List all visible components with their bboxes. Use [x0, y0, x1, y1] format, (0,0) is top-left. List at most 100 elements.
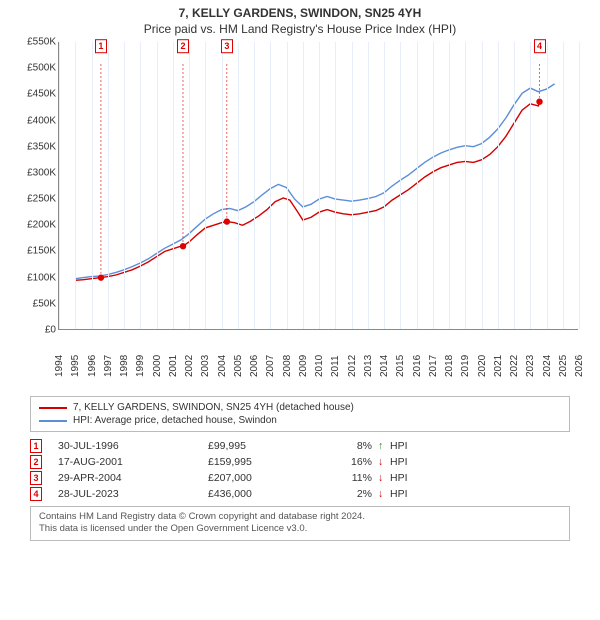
gridline	[108, 42, 109, 329]
y-tick-label: £200K	[10, 220, 56, 231]
y-tick-label: £0	[10, 325, 56, 336]
x-tick-label: 2006	[249, 355, 260, 377]
sale-index-box: 2	[30, 455, 58, 469]
sale-index-box: 4	[30, 487, 58, 501]
sale-date: 30-JUL-1996	[58, 440, 208, 452]
sale-marker-dot	[536, 98, 542, 104]
sale-price: £159,995	[208, 456, 318, 468]
gridline	[530, 42, 531, 329]
gridline	[579, 42, 580, 329]
gridline	[92, 42, 93, 329]
gridline	[157, 42, 158, 329]
gridline	[384, 42, 385, 329]
y-tick-label: £300K	[10, 167, 56, 178]
x-tick-label: 2011	[330, 355, 341, 377]
legend-row: HPI: Average price, detached house, Swin…	[39, 414, 561, 427]
title-address: 7, KELLY GARDENS, SWINDON, SN25 4YH	[0, 6, 600, 20]
x-tick-label: 1994	[54, 355, 65, 377]
sale-marker-box: 3	[221, 39, 233, 53]
legend-row: 7, KELLY GARDENS, SWINDON, SN25 4YH (det…	[39, 401, 561, 414]
sale-price: £207,000	[208, 472, 318, 484]
x-tick-label: 2010	[314, 355, 325, 377]
x-tick-label: 2015	[395, 355, 406, 377]
x-tick-label: 2013	[363, 355, 374, 377]
x-tick-label: 2016	[412, 355, 423, 377]
x-tick-label: 2002	[184, 355, 195, 377]
gridline	[400, 42, 401, 329]
arrow-down-icon: ↓	[378, 472, 390, 484]
x-tick-label: 2014	[379, 355, 390, 377]
x-tick-label: 2001	[168, 355, 179, 377]
sale-pct: 11%	[318, 472, 378, 484]
hpi-line	[75, 84, 554, 279]
x-tick-label: 2005	[233, 355, 244, 377]
x-tick-label: 2004	[217, 355, 228, 377]
y-tick-label: £550K	[10, 37, 56, 48]
sale-price: £99,995	[208, 440, 318, 452]
plot-area: 1234	[58, 42, 578, 330]
sale-pct: 16%	[318, 456, 378, 468]
gridline	[547, 42, 548, 329]
sale-index-box: 1	[30, 439, 58, 453]
y-tick-label: £150K	[10, 246, 56, 257]
x-tick-label: 2021	[493, 355, 504, 377]
gridline	[124, 42, 125, 329]
chart: £0£50K£100K£150K£200K£250K£300K£350K£400…	[10, 42, 590, 362]
y-tick-label: £400K	[10, 115, 56, 126]
title-block: 7, KELLY GARDENS, SWINDON, SN25 4YH Pric…	[0, 0, 600, 38]
x-tick-label: 1996	[87, 355, 98, 377]
gridline	[335, 42, 336, 329]
x-tick-label: 2025	[558, 355, 569, 377]
sale-row: 329-APR-2004£207,00011%↓HPI	[30, 470, 570, 486]
gridline	[287, 42, 288, 329]
arrow-up-icon: ↑	[378, 440, 390, 452]
x-tick-label: 1997	[103, 355, 114, 377]
gridline	[417, 42, 418, 329]
arrow-down-icon: ↓	[378, 488, 390, 500]
gridline	[59, 42, 60, 329]
sale-rel-label: HPI	[390, 472, 430, 484]
sale-price: £436,000	[208, 488, 318, 500]
arrow-down-icon: ↓	[378, 456, 390, 468]
y-tick-label: £450K	[10, 89, 56, 100]
legend-label: 7, KELLY GARDENS, SWINDON, SN25 4YH (det…	[73, 402, 354, 413]
title-subtitle: Price paid vs. HM Land Registry's House …	[0, 22, 600, 36]
gridline	[303, 42, 304, 329]
sale-marker-dot	[180, 243, 186, 249]
y-tick-label: £250K	[10, 194, 56, 205]
x-tick-label: 2024	[542, 355, 553, 377]
y-tick-label: £500K	[10, 63, 56, 74]
x-tick-label: 1998	[119, 355, 130, 377]
gridline	[238, 42, 239, 329]
x-axis-ticks: 1994199519961997199819992000200120022003…	[58, 330, 578, 360]
y-tick-label: £350K	[10, 141, 56, 152]
x-tick-label: 2003	[200, 355, 211, 377]
y-tick-label: £50K	[10, 298, 56, 309]
x-tick-label: 2007	[265, 355, 276, 377]
x-tick-label: 2026	[574, 355, 585, 377]
legend: 7, KELLY GARDENS, SWINDON, SN25 4YH (det…	[30, 396, 570, 432]
gridline	[433, 42, 434, 329]
x-tick-label: 2009	[298, 355, 309, 377]
gridline	[449, 42, 450, 329]
footer-attribution: Contains HM Land Registry data © Crown c…	[30, 506, 570, 541]
gridline	[222, 42, 223, 329]
gridline	[368, 42, 369, 329]
x-tick-label: 2019	[460, 355, 471, 377]
x-tick-label: 2018	[444, 355, 455, 377]
x-tick-label: 2022	[509, 355, 520, 377]
gridline	[498, 42, 499, 329]
gridline	[465, 42, 466, 329]
sale-date: 28-JUL-2023	[58, 488, 208, 500]
sale-rel-label: HPI	[390, 488, 430, 500]
sale-marker-box: 1	[95, 39, 107, 53]
footer-line1: Contains HM Land Registry data © Crown c…	[39, 511, 561, 523]
sale-rel-label: HPI	[390, 440, 430, 452]
legend-swatch	[39, 407, 67, 409]
sales-table: 130-JUL-1996£99,9958%↑HPI217-AUG-2001£15…	[30, 438, 570, 502]
x-tick-label: 2017	[428, 355, 439, 377]
gridline	[563, 42, 564, 329]
legend-label: HPI: Average price, detached house, Swin…	[73, 415, 277, 426]
sale-marker-box: 4	[534, 39, 546, 53]
sale-pct: 2%	[318, 488, 378, 500]
